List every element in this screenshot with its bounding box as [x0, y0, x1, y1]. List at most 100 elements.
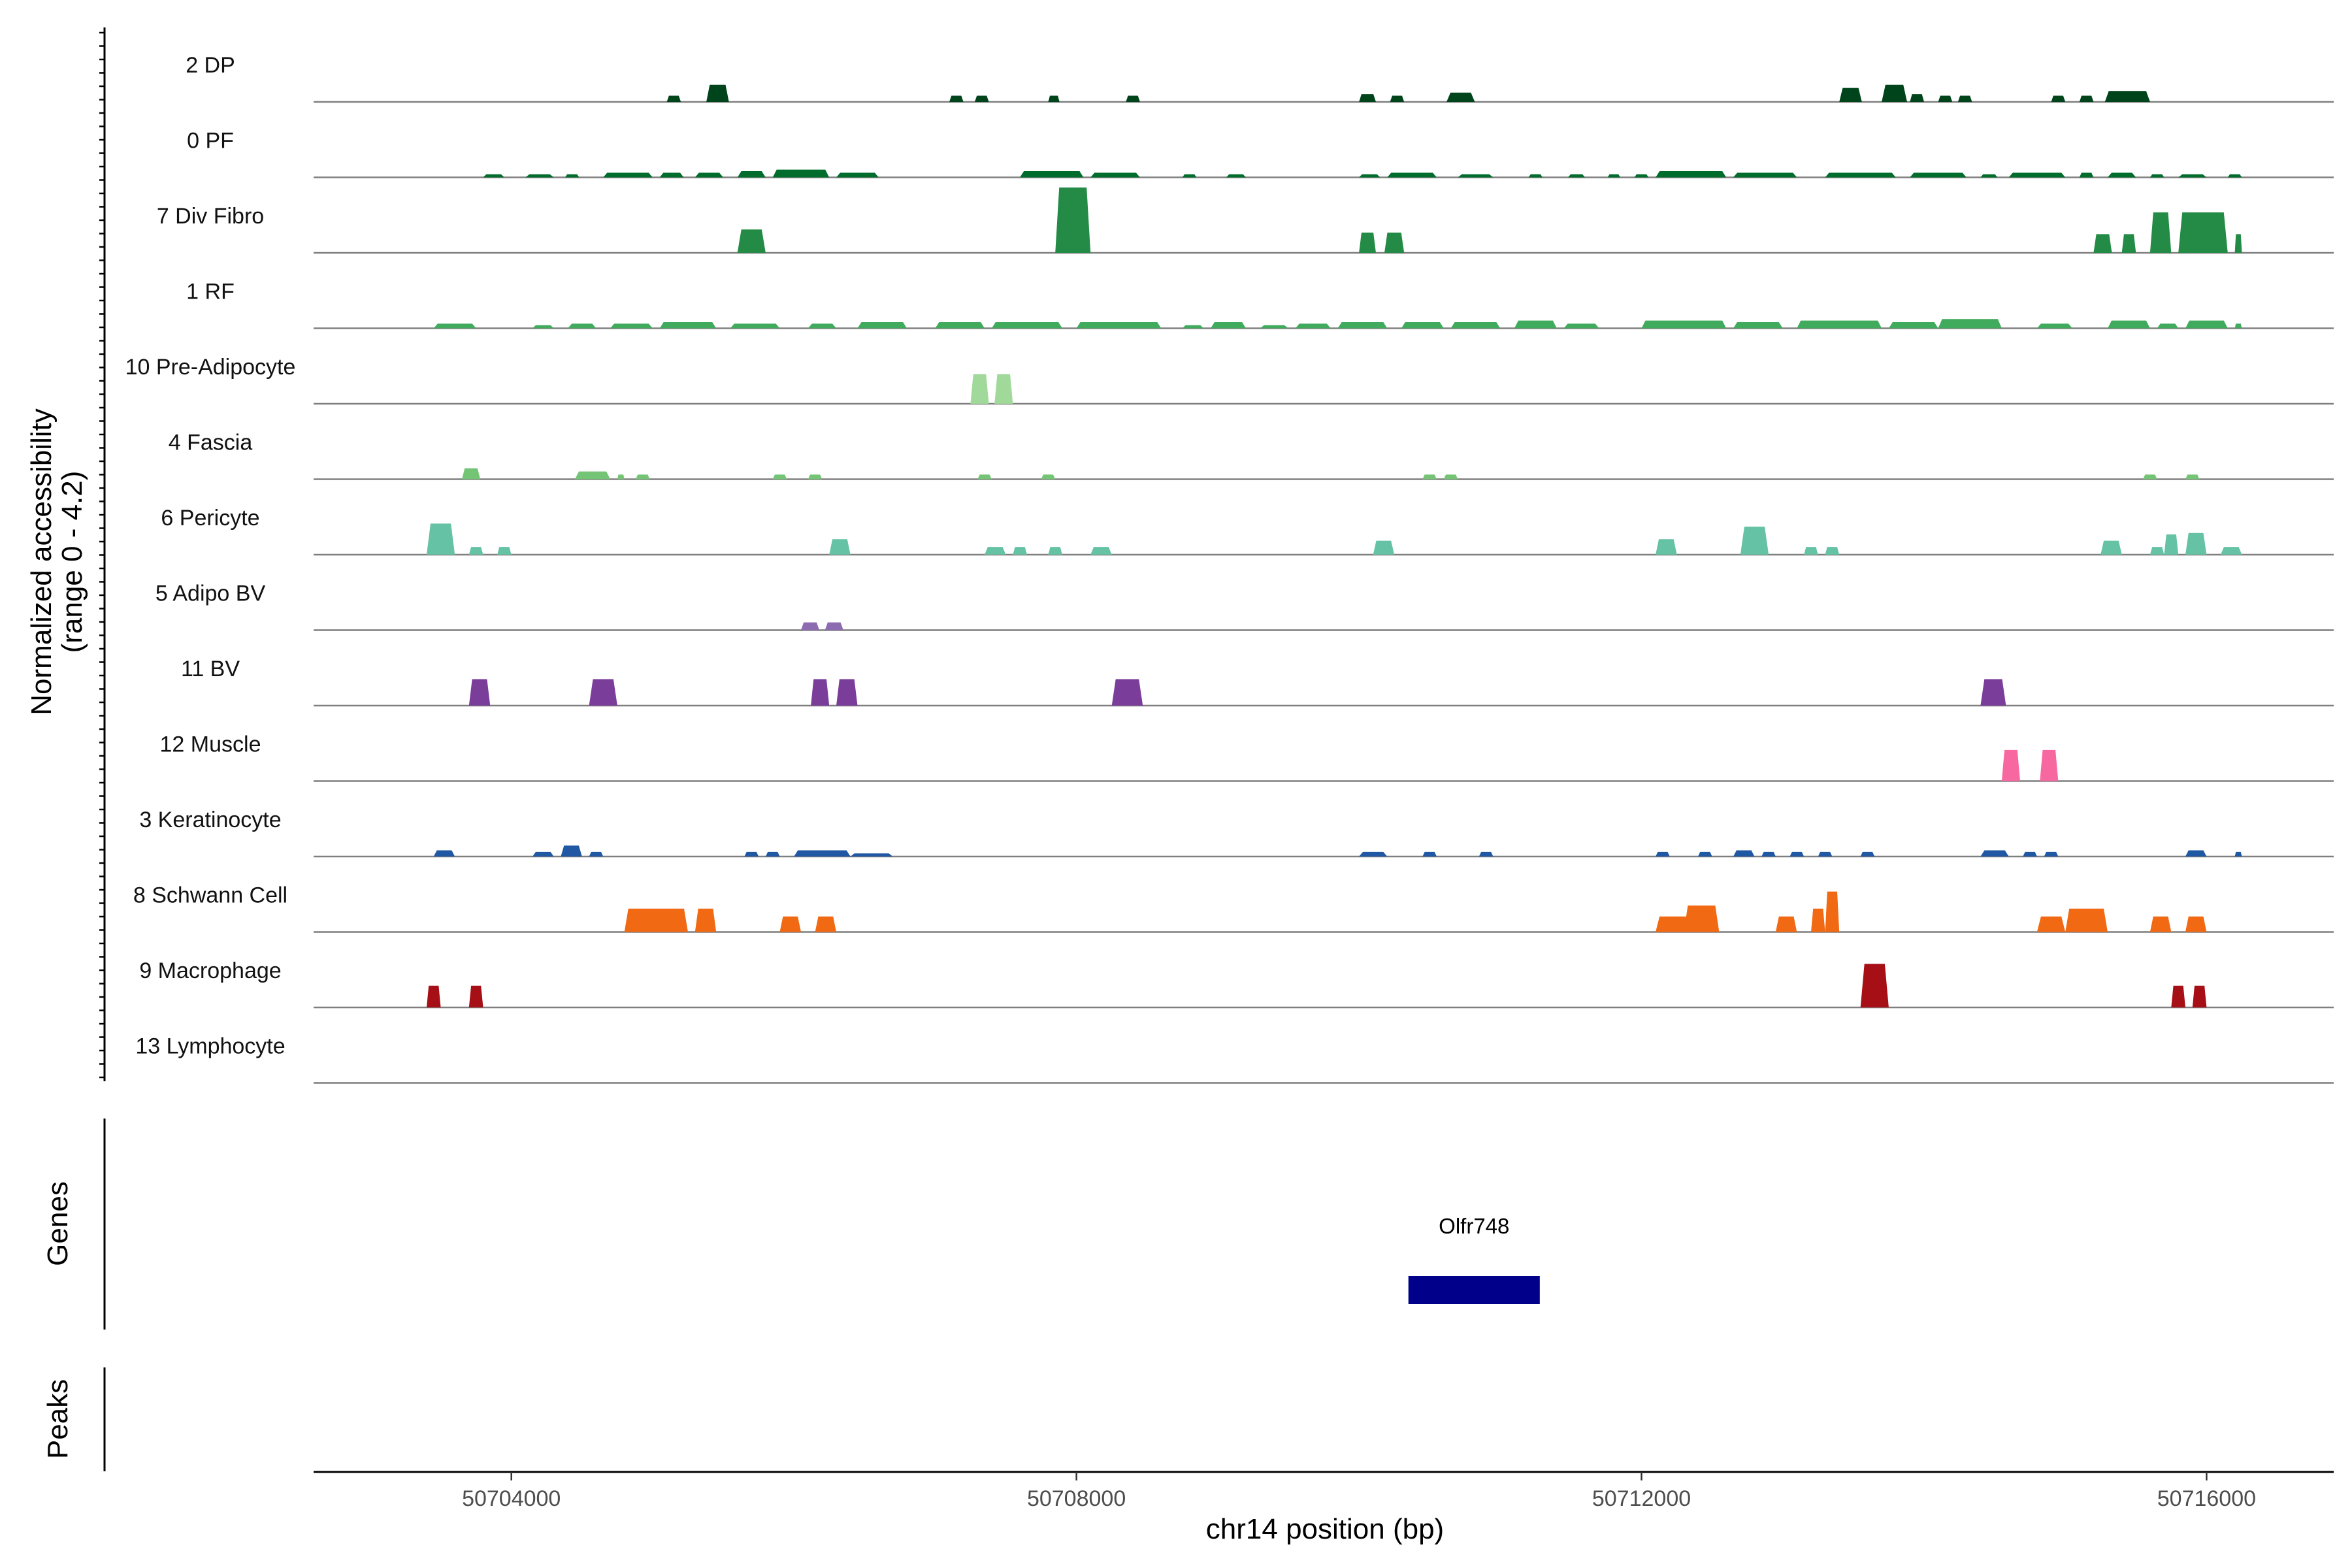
accessibility-peak — [2079, 95, 2094, 102]
accessibility-peak — [462, 468, 481, 480]
accessibility-peak — [1359, 851, 1388, 857]
accessibility-peak — [2040, 749, 2059, 781]
track-9: 11 BV — [181, 657, 2334, 707]
track-1: 2 DP — [186, 53, 2334, 103]
accessibility-peak — [1740, 527, 1769, 555]
accessibility-peak — [1048, 95, 1060, 102]
accessibility-peak — [1656, 851, 1670, 857]
accessibility-peak — [2108, 172, 2136, 178]
accessibility-peak — [1656, 171, 1727, 178]
accessibility-peak — [2036, 916, 2066, 932]
accessibility-peak — [1013, 547, 1027, 555]
accessibility-peak — [1980, 679, 2006, 706]
accessibility-peak — [624, 908, 688, 932]
accessibility-peak — [1359, 94, 1376, 102]
accessibility-peak — [825, 622, 843, 630]
track-5: 10 Pre-Adipocyte — [125, 355, 2334, 405]
track-label: 7 Div Fibro — [157, 204, 264, 229]
accessibility-peak — [1761, 851, 1776, 857]
accessibility-peak — [808, 474, 823, 480]
accessibility-peak — [532, 325, 554, 329]
accessibility-peak — [659, 172, 684, 178]
track-label: 0 PF — [187, 129, 234, 154]
track-label: 8 Schwann Cell — [133, 883, 287, 908]
accessibility-peak — [1825, 547, 1840, 555]
accessibility-peak — [1980, 174, 1998, 178]
accessibility-peak — [1126, 95, 1140, 102]
accessibility-peak — [1607, 174, 1621, 178]
accessibility-peak — [2036, 323, 2072, 329]
gene-label: Olfr748 — [1439, 1214, 1509, 1238]
accessibility-peak — [1980, 850, 2009, 857]
track-14: 13 Lymphocyte — [135, 1034, 2334, 1084]
x-tick-label: 50704000 — [462, 1486, 561, 1511]
accessibility-peak — [589, 679, 617, 706]
accessibility-peak — [706, 84, 729, 102]
y-axis-title: Normalized accessibility — [25, 408, 57, 715]
accessibility-peak — [977, 474, 992, 480]
track-3: 7 Div Fibro — [157, 188, 2334, 254]
track-2: 0 PF — [187, 129, 2334, 178]
accessibility-peak — [575, 471, 611, 480]
track-8: 5 Adipo BV — [155, 581, 2334, 631]
accessibility-peak — [2149, 916, 2172, 932]
accessibility-peak — [1384, 233, 1405, 253]
gene-body — [1408, 1276, 1540, 1304]
accessibility-peak — [2149, 174, 2164, 178]
accessibility-peak — [1733, 850, 1755, 857]
accessibility-peak — [744, 851, 759, 857]
accessibility-peak — [829, 539, 851, 555]
peaks-panel: Peaks — [42, 1367, 106, 1471]
accessibility-peak — [1422, 474, 1437, 480]
accessibility-peak — [850, 853, 893, 857]
accessibility-peak — [2157, 323, 2179, 329]
accessibility-peak — [2108, 320, 2150, 329]
accessibility-peak — [935, 322, 985, 329]
accessibility-peak — [857, 322, 907, 329]
accessibility-peak — [1733, 322, 1783, 329]
accessibility-peak — [2185, 532, 2207, 555]
accessibility-peak — [2149, 212, 2172, 253]
accessibility-peak — [1825, 891, 1840, 932]
accessibility-peak — [974, 95, 989, 102]
accessibility-peak — [2100, 540, 2122, 555]
accessibility-peak — [1055, 188, 1091, 253]
accessibility-peak — [836, 679, 858, 706]
accessibility-peak — [1359, 233, 1376, 253]
accessibility-peak — [2185, 850, 2207, 857]
x-axis-title: chr14 position (bp) — [1206, 1513, 1444, 1545]
accessibility-peak — [636, 474, 650, 480]
accessibility-peak — [1825, 172, 1896, 178]
accessibility-peak — [1450, 322, 1501, 329]
accessibility-peak — [427, 523, 455, 555]
accessibility-peak — [1514, 320, 1557, 329]
accessibility-peak — [2001, 749, 2020, 781]
accessibility-peak — [1020, 171, 1084, 178]
accessibility-peak — [2121, 234, 2136, 253]
accessibility-peak — [532, 851, 554, 857]
accessibility-peak — [1733, 172, 1797, 178]
accessibility-peak — [1568, 174, 1585, 178]
accessibility-peak — [2143, 474, 2157, 480]
accessibility-peak — [427, 985, 441, 1007]
accessibility-peak — [1359, 174, 1380, 178]
accessibility-peak — [2044, 851, 2059, 857]
accessibility-peak — [1401, 322, 1444, 329]
accessibility-peak — [801, 622, 820, 630]
accessibility-peak — [1910, 94, 1924, 102]
y-axis-ticks — [99, 31, 105, 1079]
accessibility-peak — [1090, 172, 1140, 178]
track-11: 3 Keratinocyte — [139, 808, 2334, 858]
accessibility-peak — [1860, 851, 1875, 857]
track-label: 9 Macrophage — [139, 958, 281, 983]
accessibility-peak — [2023, 851, 2037, 857]
accessibility-peak — [2192, 985, 2207, 1007]
accessibility-peak — [1458, 174, 1494, 178]
accessibility-peak — [730, 323, 780, 329]
accessibility-peak — [568, 323, 596, 329]
accessibility-peak — [1882, 84, 1907, 102]
accessibility-peak — [1337, 322, 1388, 329]
accessibility-peak — [1910, 172, 1967, 178]
accessibility-peak — [2185, 916, 2207, 932]
accessibility-peak — [794, 850, 851, 857]
